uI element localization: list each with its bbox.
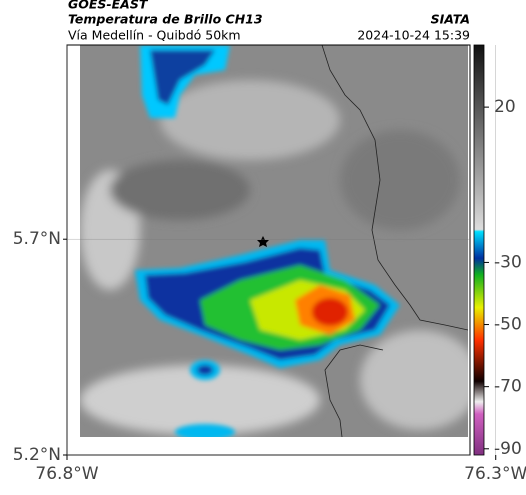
y-tick-label: 5.2°N <box>13 445 61 465</box>
colorbar-tick-label: -90 <box>494 439 522 459</box>
x-tick-label: 76.8°W <box>35 464 98 484</box>
agency: SIATA <box>431 12 470 27</box>
colorbar-tick-label: -30 <box>494 252 522 272</box>
colorbar-tick-label: -70 <box>494 377 522 397</box>
source: GOES-EAST <box>68 0 149 12</box>
subtitle: Vía Medellín - Quibdó 50km <box>68 28 241 43</box>
city-marker <box>257 236 269 247</box>
title: Temperatura de Brillo CH13 <box>68 12 263 27</box>
colorbar <box>473 44 485 456</box>
colorbar-tick-label: 20 <box>494 97 516 117</box>
y-tick-label: 5.7°N <box>13 229 61 249</box>
colorbar-tick-label: -50 <box>494 315 522 335</box>
timestamp: 2024-10-24 15:39 <box>357 28 470 43</box>
x-tick-label: 76.3°W <box>464 464 526 484</box>
imagery <box>66 44 471 456</box>
